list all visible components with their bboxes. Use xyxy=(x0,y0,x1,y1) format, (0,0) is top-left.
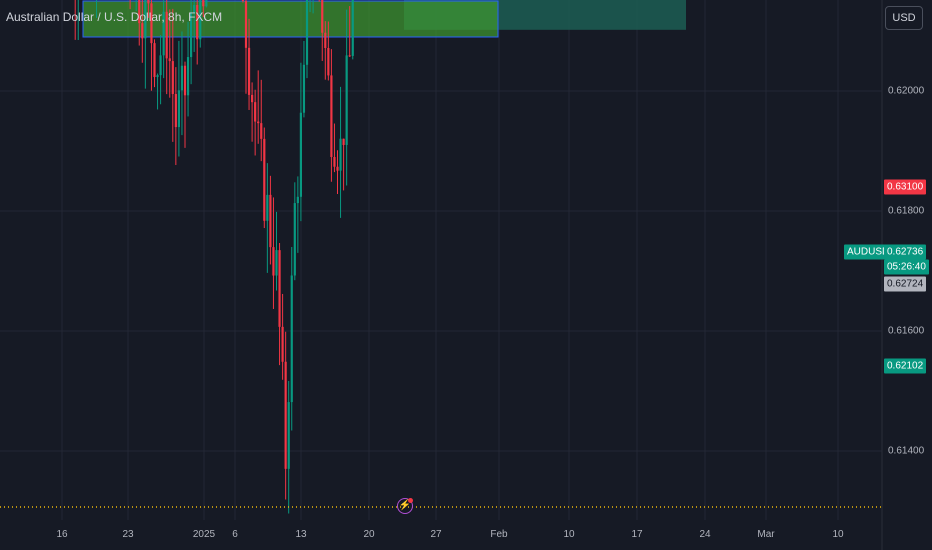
candle-body-54 xyxy=(165,11,168,59)
candle-body-89 xyxy=(272,247,275,276)
candle-body-81 xyxy=(247,47,251,95)
time-axis-label: 20 xyxy=(363,529,375,540)
candle-body-55 xyxy=(168,58,171,62)
candle-body-61 xyxy=(186,57,190,96)
candle-body-67 xyxy=(205,0,208,7)
candle-body-80 xyxy=(244,0,248,48)
candle-body-66 xyxy=(202,0,205,7)
candle-body-59 xyxy=(180,65,184,91)
candle-body-56 xyxy=(171,61,174,94)
candle-body-62 xyxy=(190,12,193,58)
time-axis-label: 23 xyxy=(122,529,134,540)
candle-body-48 xyxy=(147,0,150,4)
time-axis-label: 17 xyxy=(631,529,643,540)
time-axis-label: 2025 xyxy=(192,529,216,540)
candle-body-51 xyxy=(156,75,159,78)
candle-body-106 xyxy=(324,32,327,49)
currency-button[interactable]: USD xyxy=(885,6,923,30)
countdown-tag: 05:26:40 xyxy=(884,259,929,275)
lightning-icon[interactable]: ⚡ xyxy=(397,498,413,514)
candle-body-110 xyxy=(336,166,339,171)
candle-body-96 xyxy=(293,203,296,276)
candle-body-108 xyxy=(330,75,333,157)
candle-body-109 xyxy=(333,156,336,167)
candle-body-91 xyxy=(278,250,281,327)
candle-body-93 xyxy=(284,361,287,469)
time-axis-label: 10 xyxy=(832,529,844,540)
candle-body-64 xyxy=(196,5,199,40)
candle-body-85 xyxy=(260,123,263,139)
price-axis-label: 0.61800 xyxy=(888,205,925,217)
candle-body-99 xyxy=(302,64,306,113)
symbol-tag: AUDUSD xyxy=(844,244,893,260)
stop-price-tag: 0.63100 xyxy=(884,179,927,195)
candle-body-105 xyxy=(321,0,324,33)
last-price-tag: 0.62736 xyxy=(884,244,927,260)
candle-body-50 xyxy=(153,43,156,78)
candle-body-83 xyxy=(254,102,257,122)
candle-body-57 xyxy=(174,93,177,128)
target-price-tag: 0.62102 xyxy=(884,358,927,374)
time-axis-label: 27 xyxy=(430,529,442,540)
candle-body-86 xyxy=(263,138,266,221)
candle-body-46 xyxy=(141,23,144,39)
candle-body-107 xyxy=(327,48,330,76)
price-axis-label: 0.61400 xyxy=(888,445,925,457)
candle-body-114 xyxy=(348,55,351,57)
candle-body-92 xyxy=(281,326,284,362)
candle-body-65 xyxy=(199,0,202,40)
time-axis-label: 24 xyxy=(699,529,711,540)
candle-body-97 xyxy=(296,196,299,204)
candle-body-82 xyxy=(251,94,254,103)
candle-body-84 xyxy=(257,121,260,124)
time-axis-label: Mar xyxy=(757,529,775,540)
candle-body-94 xyxy=(287,402,290,469)
candle-body-113 xyxy=(345,55,348,145)
candle-body-95 xyxy=(290,275,293,403)
price-axis-label: 0.62000 xyxy=(888,85,925,97)
candle-body-100 xyxy=(305,0,309,65)
candle-body-58 xyxy=(177,90,180,128)
candle-body-63 xyxy=(193,5,196,13)
time-axis-label: Feb xyxy=(490,529,508,540)
candle-body-112 xyxy=(342,138,345,145)
price-axis-label: 0.61600 xyxy=(888,325,925,337)
candle-body-49 xyxy=(150,3,153,44)
candle-body-88 xyxy=(269,194,272,248)
chart-title: Australian Dollar / U.S. Dollar, 8h, FXC… xyxy=(6,10,223,24)
candle-body-115 xyxy=(351,0,354,56)
time-axis-label: 13 xyxy=(295,529,307,540)
candle-body-60 xyxy=(183,65,187,96)
time-axis-label: 10 xyxy=(563,529,575,540)
candle-body-45 xyxy=(138,0,141,24)
candle-body-47 xyxy=(144,0,147,39)
candle-body-111 xyxy=(339,138,342,171)
notification-dot xyxy=(408,498,413,503)
candle-body-79 xyxy=(241,0,245,1)
candle-body-98 xyxy=(299,112,302,197)
time-axis-label: 6 xyxy=(232,529,238,540)
candle-body-90 xyxy=(275,250,278,276)
candle-body-53 xyxy=(162,11,165,56)
candle-body-52 xyxy=(159,55,162,76)
gray-price-tag: 0.62724 xyxy=(884,276,927,292)
time-axis-label: 16 xyxy=(56,529,68,540)
candle-body-87 xyxy=(266,194,269,221)
